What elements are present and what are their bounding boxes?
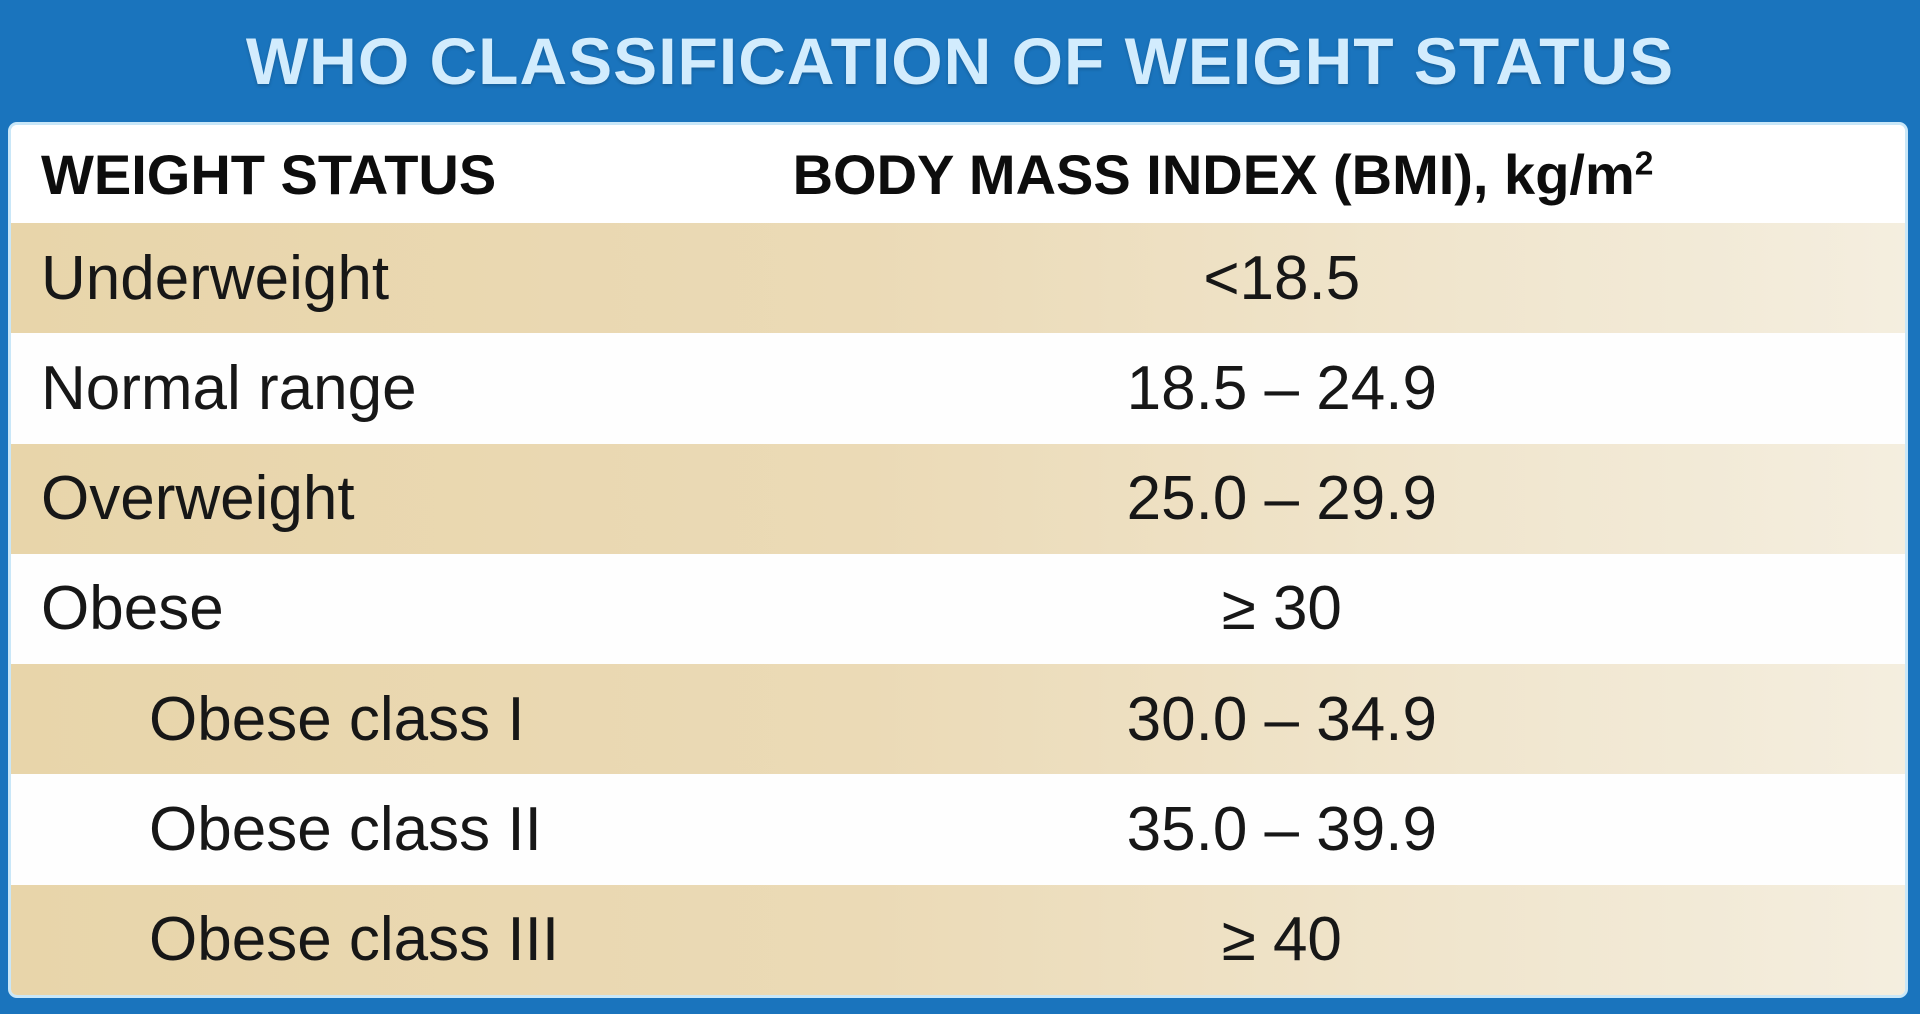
weight-status-cell: Obese class III	[149, 905, 560, 975]
table-header-row: WEIGHT STATUS BODY MASS INDEX (BMI), kg/…	[11, 125, 1905, 223]
weight-status-cell: Obese class I	[149, 684, 525, 754]
title-band: WHO CLASSIFICATION OF WEIGHT STATUS	[0, 0, 1920, 122]
weight-status-cell: Overweight	[41, 464, 355, 534]
bmi-value-cell: 18.5 – 24.9	[1126, 353, 1437, 423]
weight-status-cell: Normal range	[41, 353, 417, 423]
bmi-unit-superscript: 2	[1634, 144, 1654, 182]
weight-status-cell: Obese	[41, 574, 224, 644]
bmi-value-cell: 30.0 – 34.9	[1126, 684, 1437, 754]
table-row: Underweight <18.5	[11, 223, 1905, 334]
bmi-value-cell: ≥ 40	[1221, 905, 1342, 975]
column-header-weight-status: WEIGHT STATUS	[41, 142, 497, 206]
bmi-value-cell: 35.0 – 39.9	[1126, 795, 1437, 865]
table-row: Normal range 18.5 – 24.9	[11, 333, 1905, 444]
bmi-value-cell: ≥ 30	[1221, 574, 1342, 644]
page-title: WHO CLASSIFICATION OF WEIGHT STATUS	[245, 24, 1675, 98]
table-row: Obese class I 30.0 – 34.9	[11, 664, 1905, 775]
column-header-bmi: BODY MASS INDEX (BMI), kg/m2	[769, 142, 1905, 207]
weight-status-cell: Underweight	[41, 243, 390, 313]
bmi-value-cell: <18.5	[1203, 243, 1361, 313]
column-header-bmi-text: BODY MASS INDEX (BMI), kg/m	[792, 142, 1635, 206]
weight-status-cell: Obese class II	[149, 795, 542, 865]
table-row: Obese ≥ 30	[11, 553, 1905, 665]
table-row: Obese class II 35.0 – 39.9	[11, 774, 1905, 885]
classification-table: WEIGHT STATUS BODY MASS INDEX (BMI), kg/…	[8, 122, 1908, 998]
table-row: Overweight 25.0 – 29.9	[11, 443, 1905, 554]
bmi-value-cell: 25.0 – 29.9	[1126, 464, 1437, 534]
table-row: Obese class III ≥ 40	[11, 884, 1905, 995]
